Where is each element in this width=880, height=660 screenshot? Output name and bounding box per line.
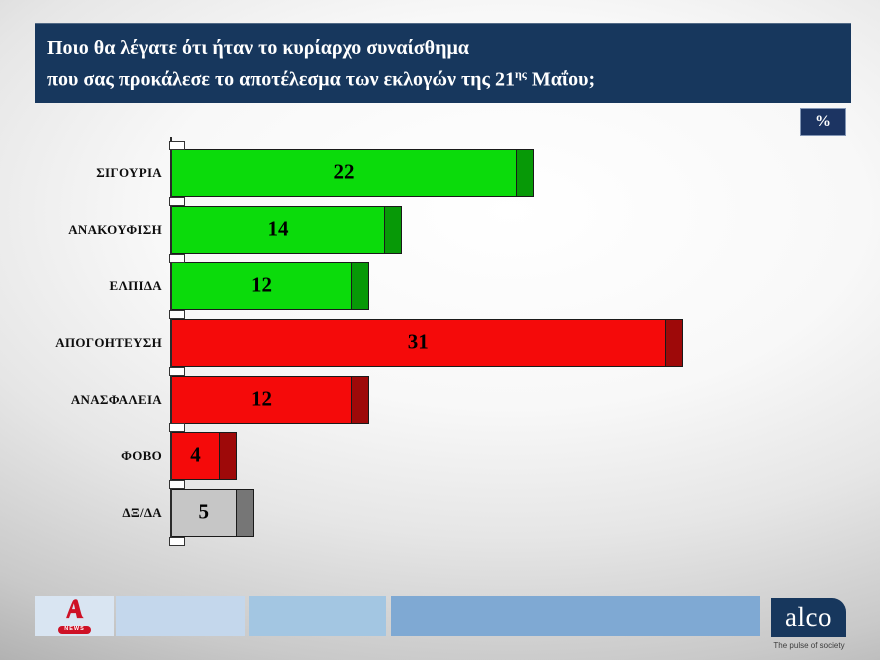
bar-row: ΔΞ/ΔΑ 5 xyxy=(30,484,730,541)
bar-row: ΣΙΓΟΥΡΙΑ 22 xyxy=(30,145,730,202)
bar: 22 xyxy=(171,149,534,198)
axis-tick xyxy=(169,423,185,433)
bar: 31 xyxy=(171,318,683,367)
question-title-line1: Ποιο θα λέγατε ότι ήταν το κυρίαρχο συνα… xyxy=(47,37,469,59)
bar-row: ΑΝΑΚΟΥΦΙΣΗ 14 xyxy=(30,202,730,259)
question-title-line2: που σας προκάλεσε το αποτέλεσμα των εκλο… xyxy=(47,67,596,91)
axis-tick xyxy=(169,310,185,320)
footer-bar-2 xyxy=(249,596,386,636)
bar-end-cap xyxy=(235,489,253,536)
axis-tick xyxy=(169,140,185,150)
bar-row: ΕΛΠΙΔΑ 12 xyxy=(30,258,730,315)
axis-tick xyxy=(169,479,185,489)
axis-tick xyxy=(169,366,185,376)
category-label: ΣΙΓΟΥΡΙΑ xyxy=(96,165,162,181)
bar-end-cap xyxy=(516,150,533,197)
bar: 4 xyxy=(171,432,237,481)
bar-end-cap xyxy=(384,206,401,253)
bar-value-label: 14 xyxy=(267,216,289,241)
axis-tick xyxy=(169,253,185,263)
question-title: Ποιο θα λέγατε ότι ήταν το κυρίαρχο συνα… xyxy=(35,23,851,103)
footer-bar-3 xyxy=(391,596,760,636)
bar: 12 xyxy=(171,375,369,424)
bar-end-cap xyxy=(664,319,682,366)
bar: 14 xyxy=(171,205,402,254)
axis-tick xyxy=(169,536,185,546)
bar-value-label: 4 xyxy=(190,442,201,467)
alpha-news-logo-box: NEWS xyxy=(35,596,114,636)
category-label: ΦΟΒΟ xyxy=(121,448,162,464)
footer-bar-1 xyxy=(116,596,245,636)
bar-end-cap xyxy=(219,433,236,480)
category-label: ΕΛΠΙΔΑ xyxy=(109,278,162,294)
bar-chart: ΣΙΓΟΥΡΙΑ 22 ΑΝΑΚΟΥΦΙΣΗ 14 ΕΛΠΙΔΑ 12 ΑΠΟΓΟΗΤΕΥΣ… xyxy=(30,145,730,541)
alpha-logo-icon xyxy=(63,598,86,625)
superscript-ordinal: ης xyxy=(514,67,527,81)
category-axis-line xyxy=(170,137,172,546)
alpha-news-badge: NEWS xyxy=(58,625,91,635)
alco-logo: alco xyxy=(771,598,846,637)
category-label: ΔΞ/ΔΑ xyxy=(122,504,162,520)
category-label: ΑΝΑΚΟΥΦΙΣΗ xyxy=(68,221,162,237)
category-label: ΑΠΟΓΟΗΤΕΥΣΗ xyxy=(55,334,162,350)
bar-value-label: 31 xyxy=(407,329,429,354)
bar-row: ΦΟΒΟ 4 xyxy=(30,428,730,485)
bar: 5 xyxy=(171,488,254,537)
bar-value-label: 5 xyxy=(198,499,210,524)
alco-tagline: The pulse of society xyxy=(773,641,845,650)
bar: 12 xyxy=(171,262,369,311)
bar-end-cap xyxy=(351,376,368,423)
bar-value-label: 12 xyxy=(251,386,272,411)
category-label: ΑΝΑΣΦΑΛΕΙΑ xyxy=(70,391,162,407)
bar-row: ΑΝΑΣΦΑΛΕΙΑ 12 xyxy=(30,371,730,428)
bar-row: ΑΠΟΓΟΗΤΕΥΣΗ 31 xyxy=(30,315,730,372)
bar-value-label: 12 xyxy=(251,272,272,297)
percent-unit-badge: % xyxy=(800,108,846,136)
axis-tick xyxy=(169,197,185,207)
bar-value-label: 22 xyxy=(333,159,355,184)
bar-end-cap xyxy=(351,263,368,310)
